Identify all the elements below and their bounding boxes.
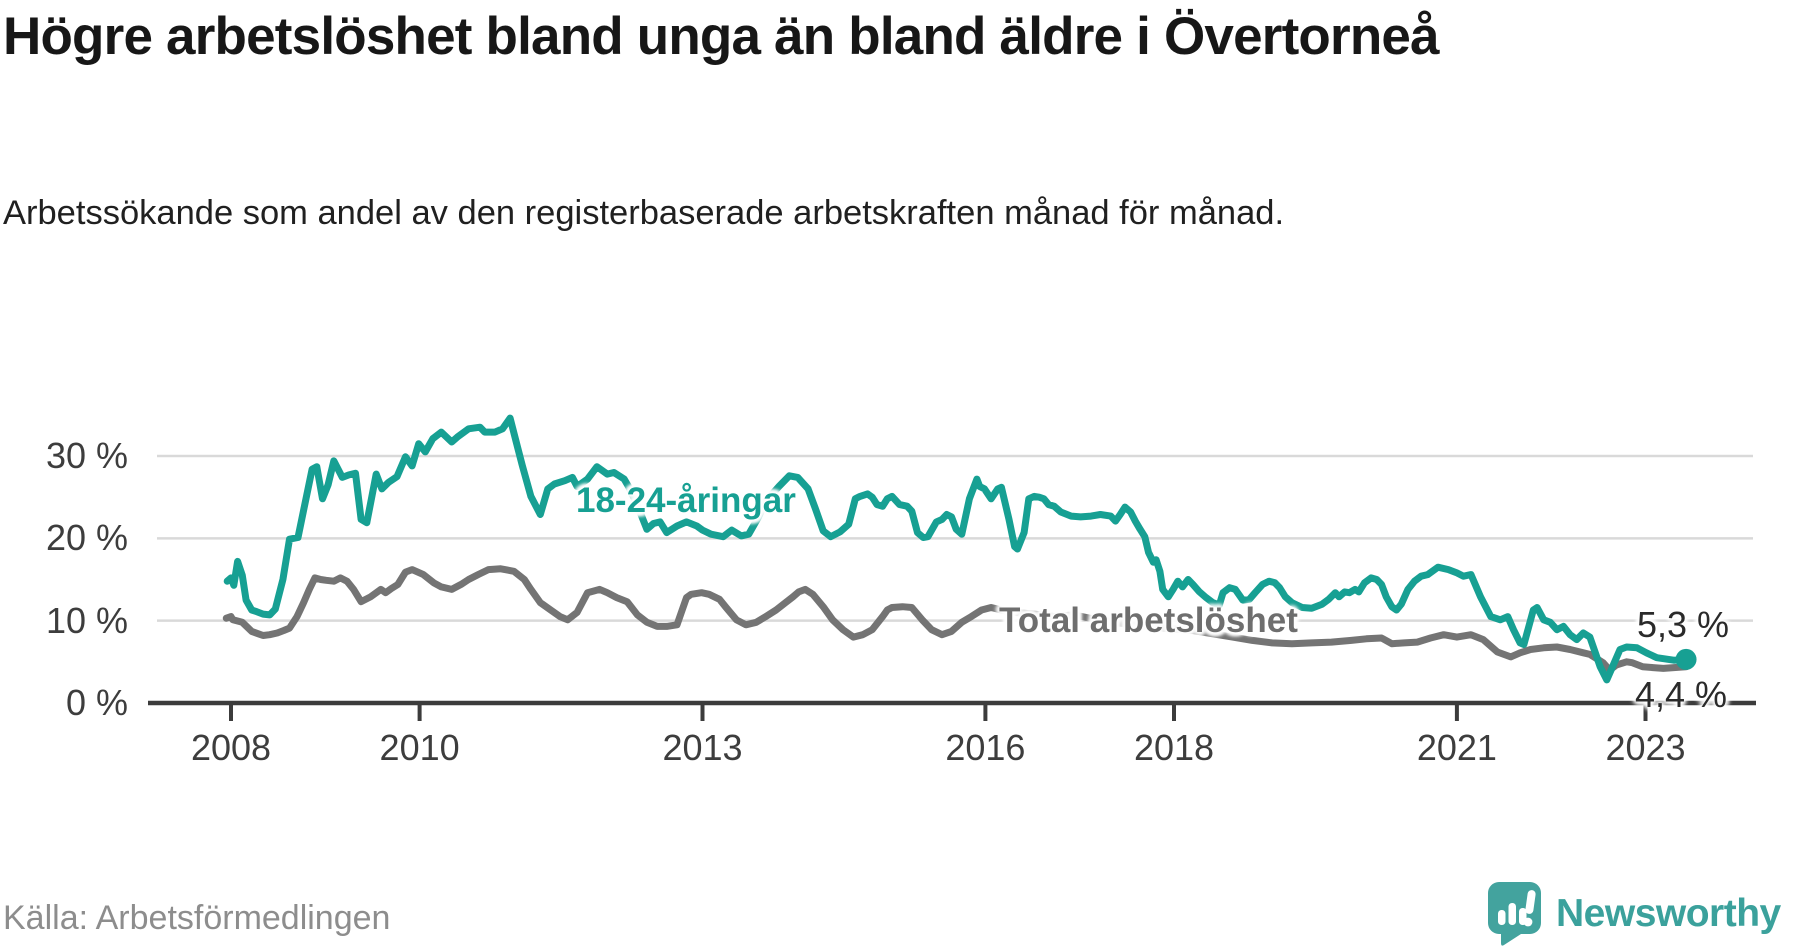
y-tick-label-10: 10 % [45, 599, 128, 641]
chart-subtitle: Arbetssökande som andel av den registerb… [3, 194, 1285, 232]
x-tick-label-2008: 2008 [190, 727, 272, 768]
y-tick-label-0: 0 % [65, 682, 128, 723]
exclamation-bar [1525, 890, 1536, 914]
x-axis-line [148, 700, 1756, 721]
brand-name: Newsworthy [1556, 892, 1781, 935]
series-lines [222, 414, 1697, 684]
x-tick-label-2013: 2013 [662, 727, 743, 768]
x-tick-label-2016: 2016 [945, 727, 1026, 768]
newsworthy-logo-icon [1488, 882, 1541, 946]
x-tick-label-2021: 2021 [1416, 727, 1497, 768]
gridlines [157, 454, 1753, 622]
chart-title: Högre arbetslöshet bland unga än bland ä… [3, 7, 1440, 66]
x-tick-label-2018: 2018 [1133, 727, 1215, 768]
newsworthy-brand: Newsworthy [1488, 882, 1781, 946]
series-label-youth: 18-24-åringar [576, 481, 796, 520]
series-line-Total arbetslöshet [222, 565, 1690, 674]
source-caption: Källa: Arbetsförmedlingen [3, 899, 391, 937]
y-tick-label-30: 30 % [45, 435, 128, 476]
x-tick-label-2010: 2010 [379, 727, 460, 768]
bar-tall [1508, 903, 1516, 925]
end-value-label-youth: 5,3 % [1637, 604, 1730, 645]
exclamation-dot [1523, 917, 1533, 927]
end-value-label-total: 4,4 % [1635, 674, 1728, 715]
y-tick-label-20: 20 % [45, 517, 128, 559]
series-line-18-24-åringar [223, 414, 1690, 684]
bar-short [1498, 910, 1506, 925]
series-end-dot [1675, 648, 1697, 670]
series-label-total: Total arbetslöshet [999, 601, 1298, 640]
x-tick-label-2023: 2023 [1605, 727, 1686, 768]
